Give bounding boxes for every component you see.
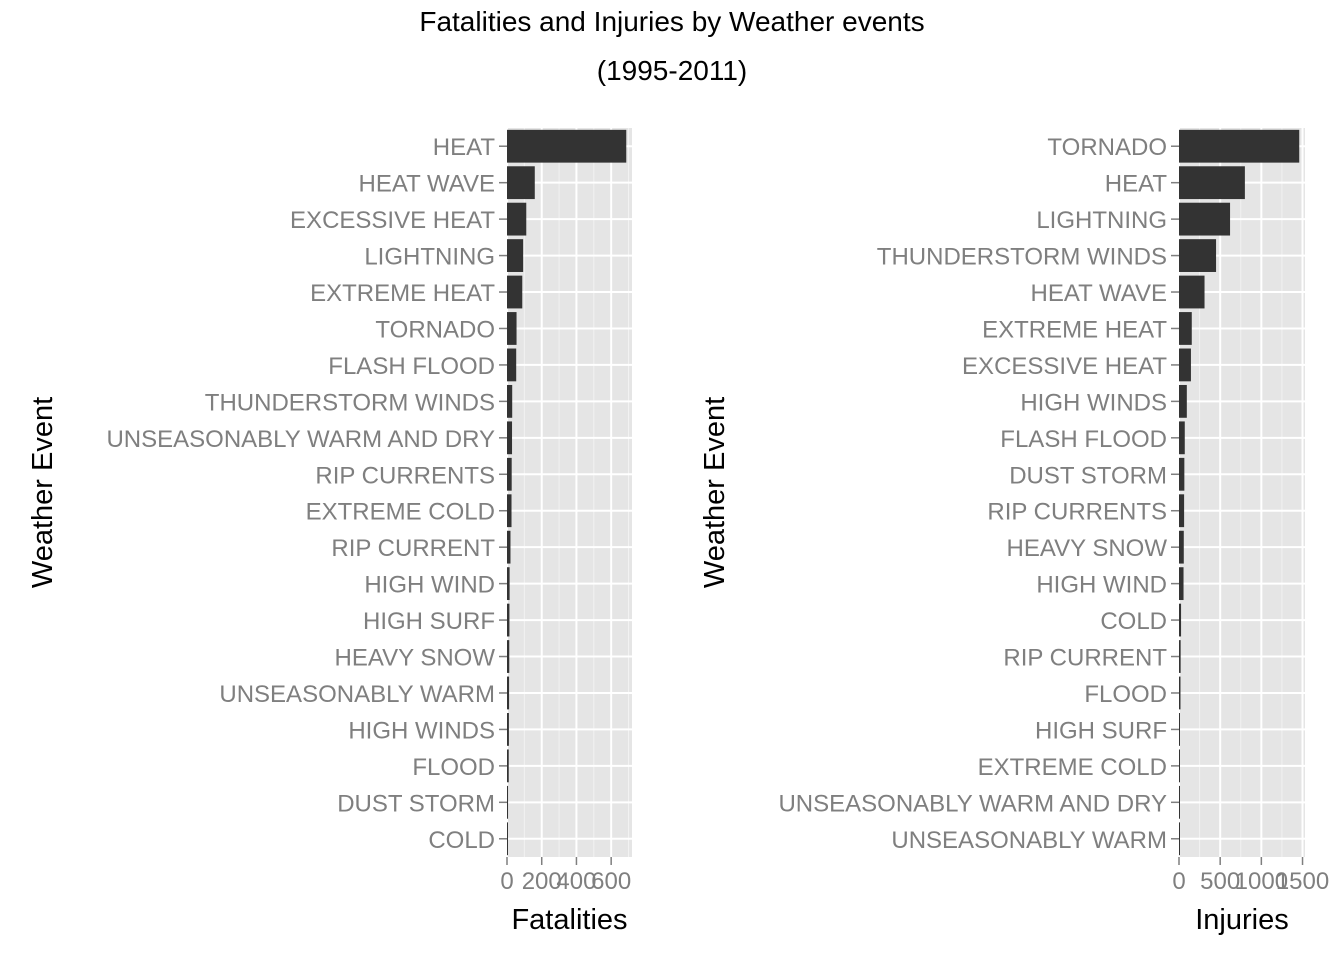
category-label: TORNADO <box>375 316 495 343</box>
category-label: TORNADO <box>1047 134 1167 161</box>
y-axis-title: Weather Event <box>699 397 731 588</box>
category-label: HIGH WINDS <box>348 717 495 744</box>
category-label: RIP CURRENTS <box>315 462 495 489</box>
bar-flood <box>1179 676 1181 710</box>
bar-lightning <box>1179 202 1231 236</box>
bar-heat <box>1179 166 1245 200</box>
bar-cold <box>507 822 508 856</box>
category-label: LIGHTNING <box>364 244 495 271</box>
bar-extreme-heat <box>1179 312 1192 345</box>
category-label: HEAVY SNOW <box>335 645 496 672</box>
category-label: COLD <box>428 827 495 854</box>
category-label: UNSEASONABLY WARM <box>219 681 495 708</box>
x-tick-label: 0 <box>500 868 513 895</box>
category-label: HEAT <box>1105 171 1168 198</box>
category-label: EXTREME COLD <box>306 499 495 526</box>
x-tick-label: 500 <box>1200 868 1240 895</box>
bar-heat-wave <box>1179 275 1205 309</box>
bar-dust-storm <box>1179 457 1185 491</box>
bar-tornado <box>1179 129 1300 163</box>
bar-excessive-heat <box>507 202 527 236</box>
category-label: HEAT WAVE <box>359 171 495 198</box>
x-tick-label: 200 <box>522 868 562 895</box>
category-label: LIGHTNING <box>1036 207 1167 234</box>
category-label: RIP CURRENTS <box>987 499 1167 526</box>
category-label: DUST STORM <box>1009 462 1167 489</box>
bar-high-surf <box>1179 713 1180 746</box>
bar-unseasonably-warm <box>507 676 510 710</box>
category-label: THUNDERSTORM WINDS <box>877 244 1167 271</box>
panel-background <box>1179 128 1305 857</box>
category-label: FLOOD <box>412 754 495 781</box>
bar-excessive-heat <box>1179 348 1191 382</box>
bar-unseasonably-warm <box>1179 822 1180 856</box>
x-tick-label: 1000 <box>1235 868 1288 895</box>
bar-unseasonably-warm-and-dry <box>1179 785 1180 819</box>
category-label: DUST STORM <box>337 790 495 817</box>
category-label: FLOOD <box>1084 681 1167 708</box>
category-label: UNSEASONABLY WARM AND DRY <box>106 426 495 453</box>
category-label: EXTREME COLD <box>978 754 1167 781</box>
bar-high-winds <box>1179 384 1187 418</box>
bar-rip-current <box>507 530 511 564</box>
category-label: UNSEASONABLY WARM AND DRY <box>778 790 1167 817</box>
y-axis-title: Weather Event <box>27 397 59 588</box>
x-tick-label: 0 <box>1172 868 1185 895</box>
bar-rip-currents <box>1179 494 1185 528</box>
category-label: COLD <box>1100 608 1167 635</box>
category-label: UNSEASONABLY WARM <box>891 827 1167 854</box>
bar-high-surf <box>507 603 510 637</box>
category-label: EXCESSIVE HEAT <box>962 353 1167 380</box>
bar-heavy-snow <box>507 640 510 673</box>
bar-high-winds <box>507 713 509 746</box>
bar-lightning <box>507 239 524 272</box>
category-label: EXTREME HEAT <box>982 316 1167 343</box>
bar-flash-flood <box>1179 421 1185 455</box>
x-tick-label: 1500 <box>1276 868 1329 895</box>
bar-extreme-cold <box>507 494 512 528</box>
bar-tornado <box>507 312 517 345</box>
bar-cold <box>1179 603 1182 637</box>
category-label: HEAVY SNOW <box>1007 535 1168 562</box>
bar-heat <box>507 129 627 163</box>
bar-high-wind <box>507 567 510 601</box>
category-label: RIP CURRENT <box>1003 645 1167 672</box>
category-label: HIGH SURF <box>1035 717 1167 744</box>
bar-rip-currents <box>507 457 512 491</box>
category-label: RIP CURRENT <box>331 535 495 562</box>
bar-flash-flood <box>507 348 517 382</box>
category-label: HEAT WAVE <box>1031 280 1167 307</box>
x-tick-label: 400 <box>556 868 596 895</box>
category-label: EXCESSIVE HEAT <box>290 207 495 234</box>
bar-extreme-cold <box>1179 749 1180 783</box>
category-label: FLASH FLOOD <box>1000 426 1167 453</box>
category-label: THUNDERSTORM WINDS <box>205 389 495 416</box>
chart-title: Fatalities and Injuries by Weather event… <box>419 6 925 37</box>
category-label: EXTREME HEAT <box>310 280 495 307</box>
category-label: HIGH WIND <box>1036 572 1167 599</box>
category-label: HIGH WINDS <box>1020 389 1167 416</box>
bar-high-wind <box>1179 567 1184 601</box>
x-axis-title: Fatalities <box>511 904 627 936</box>
bar-heavy-snow <box>1179 530 1184 564</box>
bar-heat-wave <box>507 166 535 200</box>
bar-unseasonably-warm-and-dry <box>507 421 513 455</box>
category-label: FLASH FLOOD <box>328 353 495 380</box>
category-label: HEAT <box>433 134 496 161</box>
category-label: HIGH WIND <box>364 572 495 599</box>
x-tick-label: 600 <box>591 868 631 895</box>
bar-rip-current <box>1179 640 1181 673</box>
category-label: HIGH SURF <box>363 608 495 635</box>
bar-thunderstorm-winds <box>1179 239 1217 272</box>
bar-flood <box>507 749 509 783</box>
bar-thunderstorm-winds <box>507 384 513 418</box>
bar-dust-storm <box>507 785 509 819</box>
x-axis-title: Injuries <box>1195 904 1289 936</box>
chart-subtitle: (1995-2011) <box>596 55 748 86</box>
bar-extreme-heat <box>507 275 523 309</box>
